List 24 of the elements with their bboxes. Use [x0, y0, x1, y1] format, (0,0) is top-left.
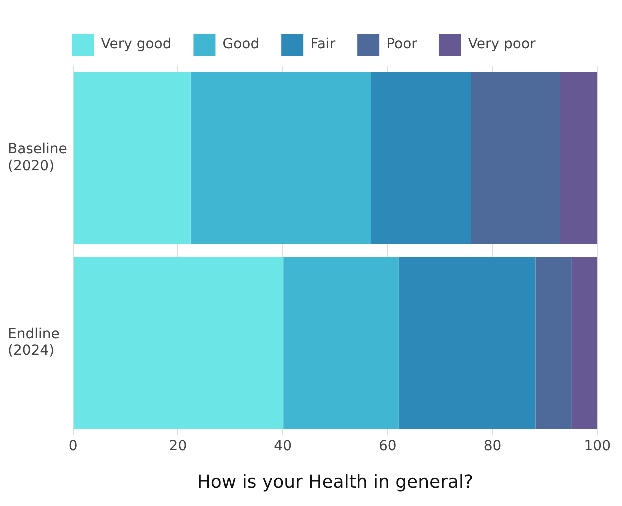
bar — [371, 72, 472, 244]
y-tick-label: Endline (2024) — [8, 326, 60, 360]
x-axis-title: How is your Health in general? — [197, 472, 474, 493]
x-tick-label: 40 — [274, 438, 292, 455]
bar — [398, 257, 536, 430]
bar — [190, 72, 372, 244]
x-tick-label: 20 — [169, 438, 188, 455]
bar — [74, 72, 191, 244]
bar — [471, 72, 560, 244]
bar — [572, 257, 598, 430]
x-tick-label: 0 — [68, 438, 78, 455]
x-tick-label: 100 — [584, 438, 612, 455]
bar — [560, 72, 598, 244]
legend-label: Very poor — [468, 36, 536, 53]
legend-label: Good — [222, 36, 260, 53]
y-tick-label: Baseline (2020) — [8, 142, 68, 174]
bar — [74, 257, 284, 430]
legend-label: Fair — [310, 36, 336, 53]
bar — [284, 257, 399, 430]
x-tick-label: 80 — [484, 438, 502, 455]
bar — [536, 257, 572, 430]
legend-label: Very good — [101, 36, 172, 53]
x-tick-label: 60 — [379, 438, 397, 455]
legend-label: Poor — [386, 36, 418, 53]
